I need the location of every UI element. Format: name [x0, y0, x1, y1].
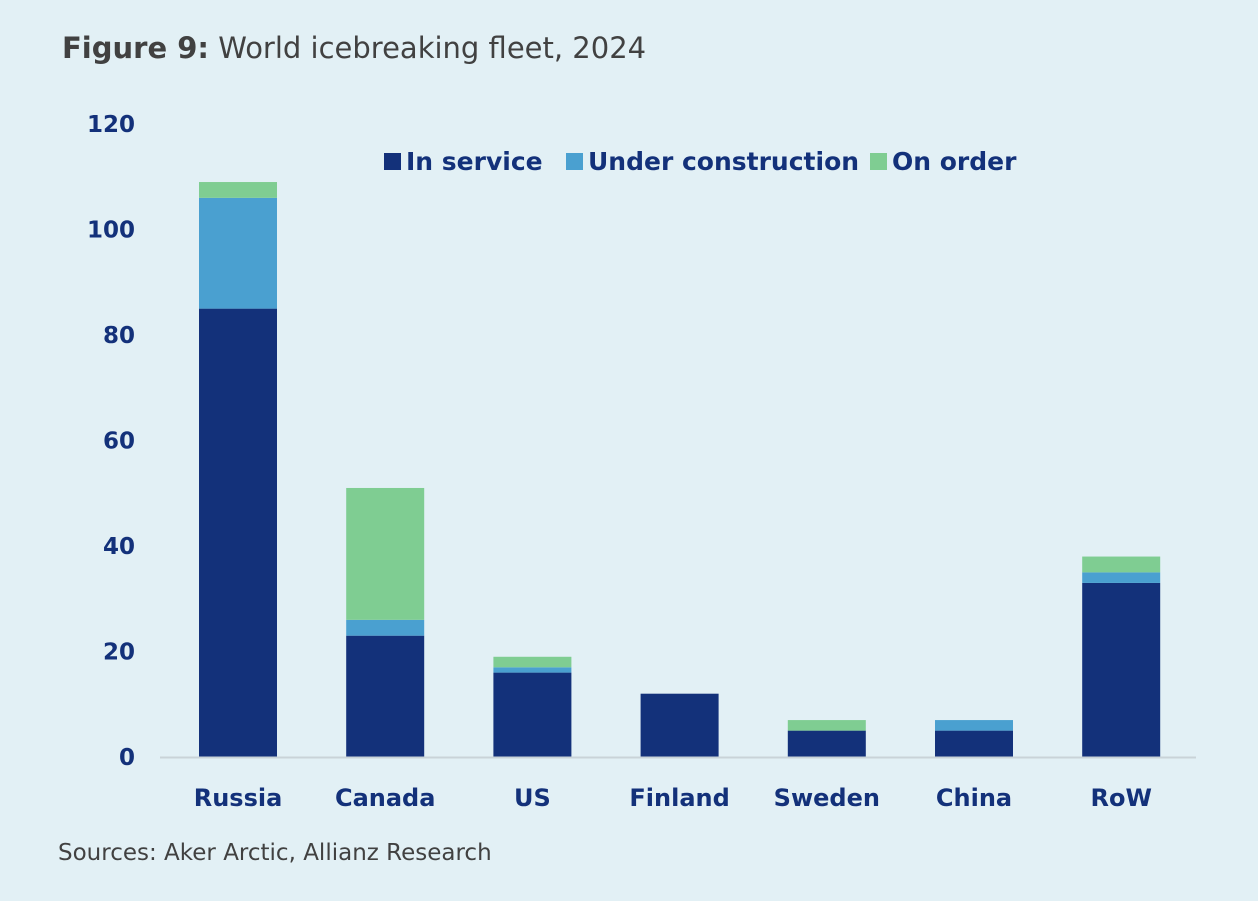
- y-tick-label: 20: [103, 640, 135, 666]
- bar-row-on-order: [1082, 556, 1161, 573]
- y-tick-label: 80: [103, 323, 135, 349]
- bar-finland-in-service: [640, 693, 719, 757]
- x-tick-label: RoW: [1090, 784, 1151, 812]
- legend-label: On order: [892, 147, 1017, 176]
- y-tick-label: 40: [103, 534, 135, 560]
- source-note: Sources: Aker Arctic, Allianz Research: [58, 840, 492, 866]
- legend: In service Under construction On order: [384, 147, 1017, 176]
- legend-swatch: [384, 153, 401, 170]
- x-tick-label: China: [936, 784, 1012, 812]
- bar-china-in-service: [935, 730, 1013, 757]
- x-tick-label: Sweden: [774, 784, 880, 812]
- x-tick-label: Finland: [629, 784, 729, 812]
- bar-russia-in-service: [199, 308, 277, 757]
- chart-title: Figure 9: World icebreaking fleet, 2024: [62, 31, 646, 65]
- bar-russia-on-order: [199, 182, 277, 198]
- x-axis: Russia Canada US Finland Sweden China RoW: [194, 784, 1152, 812]
- bar-canada-in-service: [346, 635, 425, 757]
- x-tick-label: US: [514, 784, 551, 812]
- bar-row-in-service: [1082, 582, 1161, 757]
- bars: [199, 182, 1161, 757]
- y-axis: 0 20 40 60 80 100 120: [87, 112, 135, 771]
- bar-sweden-in-service: [787, 730, 866, 757]
- bar-us-in-service: [493, 672, 572, 757]
- x-tick-label: Russia: [194, 784, 283, 812]
- legend-swatch: [566, 153, 583, 170]
- y-tick-label: 120: [87, 112, 135, 138]
- bar-sweden-on-order: [787, 720, 866, 731]
- bar-russia-under-construction: [199, 197, 277, 309]
- bar-canada-on-order: [346, 487, 425, 620]
- bar-row-under-construction: [1082, 572, 1161, 583]
- bar-us-on-order: [493, 656, 572, 668]
- bar-china-under-construction: [935, 720, 1013, 731]
- legend-label: Under construction: [588, 147, 859, 176]
- y-tick-label: 0: [119, 745, 135, 771]
- bar-canada-under-construction: [346, 619, 425, 636]
- y-tick-label: 60: [103, 429, 135, 455]
- x-tick-label: Canada: [335, 784, 435, 812]
- y-tick-label: 100: [87, 218, 135, 244]
- bar-us-under-construction: [493, 667, 572, 673]
- legend-label: In service: [406, 147, 543, 176]
- legend-swatch: [870, 153, 887, 170]
